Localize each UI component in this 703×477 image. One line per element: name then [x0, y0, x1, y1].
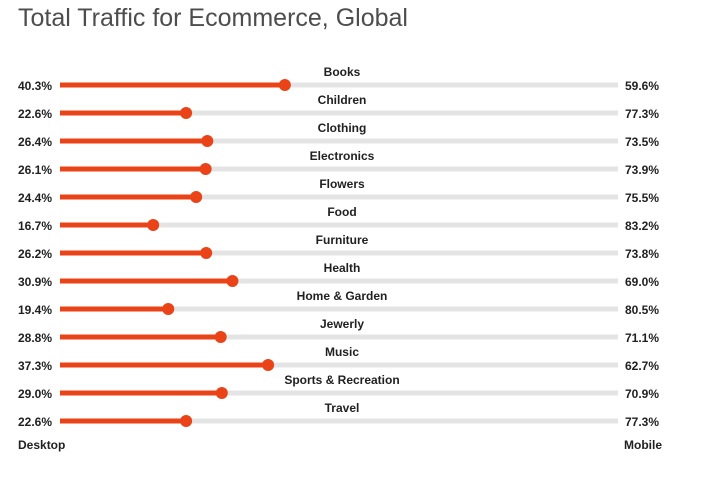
desktop-dot-travel — [180, 415, 193, 427]
category-label-jewerly: Jewerly — [320, 317, 364, 331]
category-label-food: Food — [327, 205, 356, 219]
mobile-axis-label: Mobile — [624, 438, 662, 452]
desktop-value-music: 37.3% — [18, 359, 52, 373]
desktop-dot-jewerly — [214, 331, 227, 343]
category-label-children: Children — [318, 93, 367, 107]
category-label-home-and-garden: Home & Garden — [297, 289, 388, 303]
row-health: Health 30.9% 69.0% — [18, 261, 659, 289]
category-label-health: Health — [324, 261, 361, 275]
mobile-value-flowers: 75.5% — [625, 191, 659, 205]
desktop-value-children: 22.6% — [18, 107, 52, 121]
mobile-value-electronics: 73.9% — [625, 163, 659, 177]
desktop-value-home-and-garden: 19.4% — [18, 303, 52, 317]
desktop-value-flowers: 24.4% — [18, 191, 52, 205]
desktop-dot-children — [180, 107, 193, 119]
desktop-dot-furniture — [200, 247, 213, 259]
row-music: Music 37.3% 62.7% — [18, 345, 659, 373]
desktop-dot-sports-and-recreation — [215, 387, 228, 399]
desktop-dot-health — [226, 275, 239, 287]
mobile-value-furniture: 73.8% — [625, 247, 659, 261]
row-food: Food 16.7% 83.2% — [18, 205, 659, 233]
desktop-value-food: 16.7% — [18, 219, 52, 233]
mobile-value-travel: 77.3% — [625, 415, 659, 429]
category-label-electronics: Electronics — [310, 149, 375, 163]
desktop-dot-home-and-garden — [162, 303, 175, 315]
row-flowers: Flowers 24.4% 75.5% — [18, 177, 659, 205]
row-jewerly: Jewerly 28.8% 71.1% — [18, 317, 659, 345]
desktop-dot-clothing — [201, 135, 214, 147]
desktop-dot-music — [262, 359, 275, 371]
category-label-travel: Travel — [325, 401, 360, 415]
desktop-value-sports-and-recreation: 29.0% — [18, 387, 52, 401]
mobile-value-jewerly: 71.1% — [625, 331, 659, 345]
mobile-value-clothing: 73.5% — [625, 135, 659, 149]
row-sports-and-recreation: Sports & Recreation 29.0% 70.9% — [18, 373, 659, 401]
row-clothing: Clothing 26.4% 73.5% — [18, 121, 659, 149]
row-books: Books 40.3% 59.6% — [18, 65, 659, 93]
row-travel: Travel 22.6% 77.3% — [18, 401, 659, 429]
desktop-value-books: 40.3% — [18, 79, 52, 93]
mobile-value-books: 59.6% — [625, 79, 659, 93]
desktop-dot-books — [278, 79, 291, 91]
desktop-value-electronics: 26.1% — [18, 163, 52, 177]
desktop-dot-food — [147, 219, 160, 231]
desktop-value-travel: 22.6% — [18, 415, 52, 429]
desktop-axis-label: Desktop — [18, 438, 66, 452]
category-label-sports-and-recreation: Sports & Recreation — [284, 373, 399, 387]
mobile-value-music: 62.7% — [625, 359, 659, 373]
desktop-value-health: 30.9% — [18, 275, 52, 289]
chart-title: Total Traffic for Ecommerce, Global — [18, 4, 408, 32]
desktop-value-furniture: 26.2% — [18, 247, 52, 261]
desktop-value-clothing: 26.4% — [18, 135, 52, 149]
category-label-flowers: Flowers — [319, 177, 365, 191]
mobile-value-sports-and-recreation: 70.9% — [625, 387, 659, 401]
row-children: Children 22.6% 77.3% — [18, 93, 659, 121]
row-furniture: Furniture 26.2% 73.8% — [18, 233, 659, 261]
row-electronics: Electronics 26.1% 73.9% — [18, 149, 659, 177]
category-label-clothing: Clothing — [318, 121, 367, 135]
category-label-books: Books — [324, 65, 361, 79]
desktop-value-jewerly: 28.8% — [18, 331, 52, 345]
row-home-and-garden: Home & Garden 19.4% 80.5% — [18, 289, 659, 317]
category-label-furniture: Furniture — [316, 233, 369, 247]
mobile-value-home-and-garden: 80.5% — [625, 303, 659, 317]
mobile-value-health: 69.0% — [625, 275, 659, 289]
mobile-value-food: 83.2% — [625, 219, 659, 233]
category-label-music: Music — [325, 345, 359, 359]
mobile-value-children: 77.3% — [625, 107, 659, 121]
desktop-dot-electronics — [199, 163, 212, 175]
desktop-dot-flowers — [190, 191, 203, 203]
